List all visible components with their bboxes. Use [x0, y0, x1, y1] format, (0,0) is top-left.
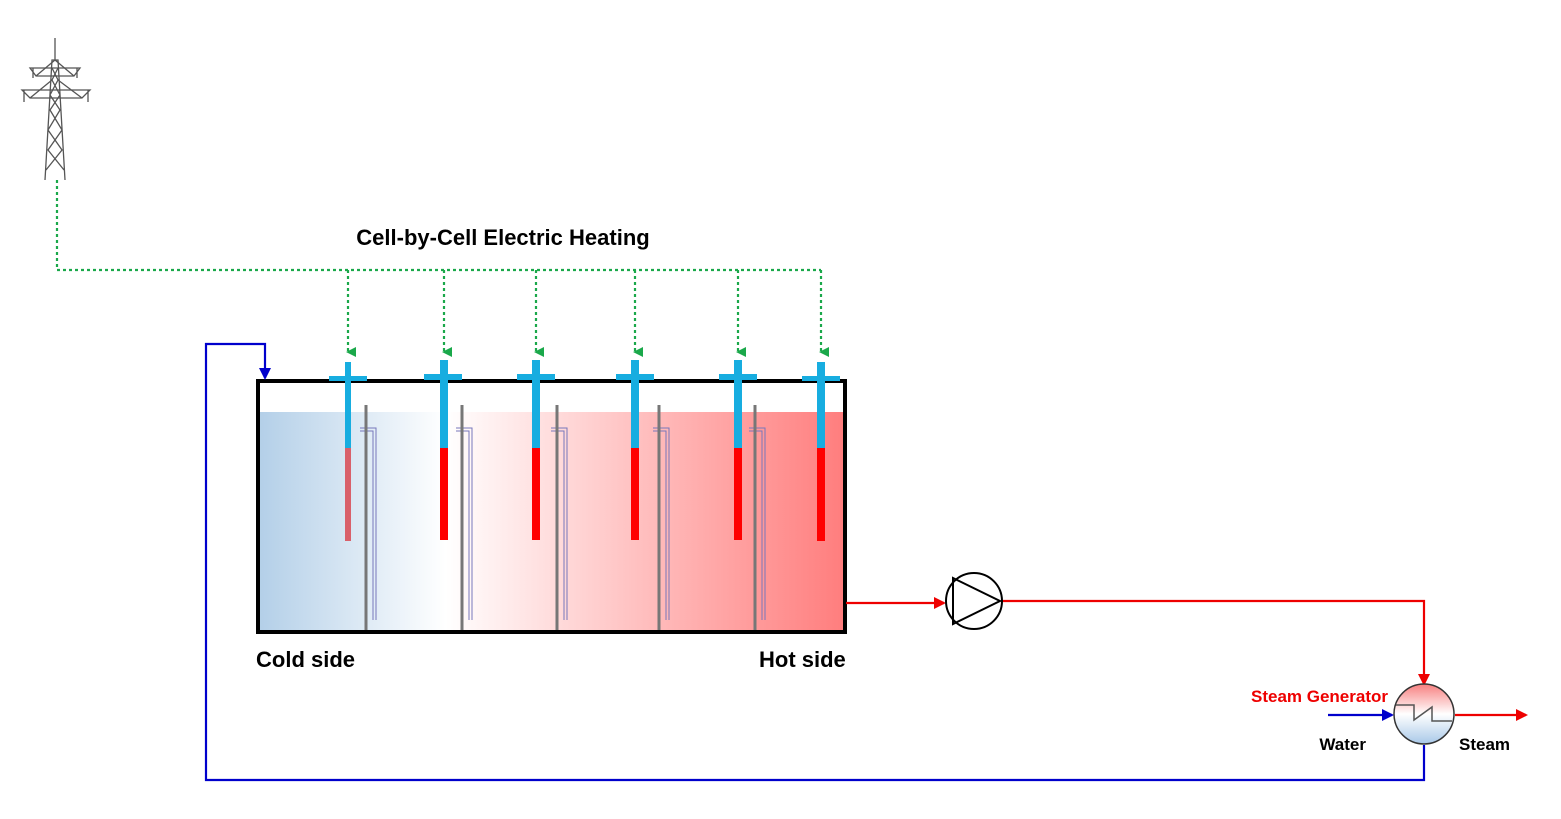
heaters-part-part — [532, 360, 540, 448]
heaters-part — [345, 448, 351, 541]
electric-supply-lines — [55, 180, 829, 357]
heaters-part-part — [345, 362, 351, 448]
steam-generator-part — [1393, 683, 1455, 745]
pump-part — [952, 576, 1003, 626]
heaters-part — [532, 448, 540, 540]
hot-side-label: Hot side — [759, 647, 846, 672]
heaters-part — [817, 448, 825, 541]
cold-pipe-part — [204, 342, 1426, 782]
steam-generator-label: Steam Generator — [1251, 687, 1388, 706]
pump-part — [945, 572, 1003, 630]
water-label: Water — [1319, 735, 1366, 754]
heaters — [329, 360, 840, 541]
storage-fluid — [258, 412, 845, 631]
steam-generator — [1393, 683, 1455, 745]
cold-side-label: Cold side — [256, 647, 355, 672]
hot-pipe-part — [1002, 599, 1430, 686]
steam-label: Steam — [1459, 735, 1510, 754]
heaters-part-part — [734, 360, 742, 448]
pump — [945, 572, 1003, 630]
power-pylon-part — [29, 59, 83, 99]
storage-tank — [256, 379, 847, 634]
electric-supply-lines-part — [55, 180, 821, 272]
power-pylon — [20, 38, 92, 181]
heaters-part-part — [440, 360, 448, 448]
heaters-part — [734, 448, 742, 540]
title: Cell-by-Cell Electric Heating — [356, 225, 649, 250]
heaters-part — [631, 448, 639, 540]
baffles — [360, 405, 766, 632]
hot-pipe — [846, 597, 1528, 721]
heaters-part-part — [817, 362, 825, 448]
baffles-part — [364, 405, 757, 632]
heaters-part — [440, 448, 448, 540]
heaters-part — [329, 360, 840, 448]
steam-generator-part — [1396, 704, 1452, 722]
cold-pipe — [204, 342, 1426, 782]
heaters-part-part — [631, 360, 639, 448]
